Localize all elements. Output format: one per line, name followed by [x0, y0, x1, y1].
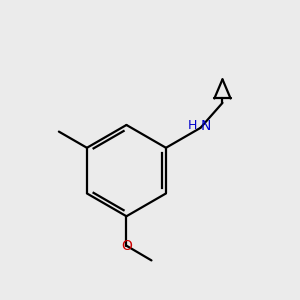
Text: O: O — [121, 239, 132, 253]
Text: H: H — [188, 119, 197, 132]
Text: N: N — [200, 118, 211, 133]
